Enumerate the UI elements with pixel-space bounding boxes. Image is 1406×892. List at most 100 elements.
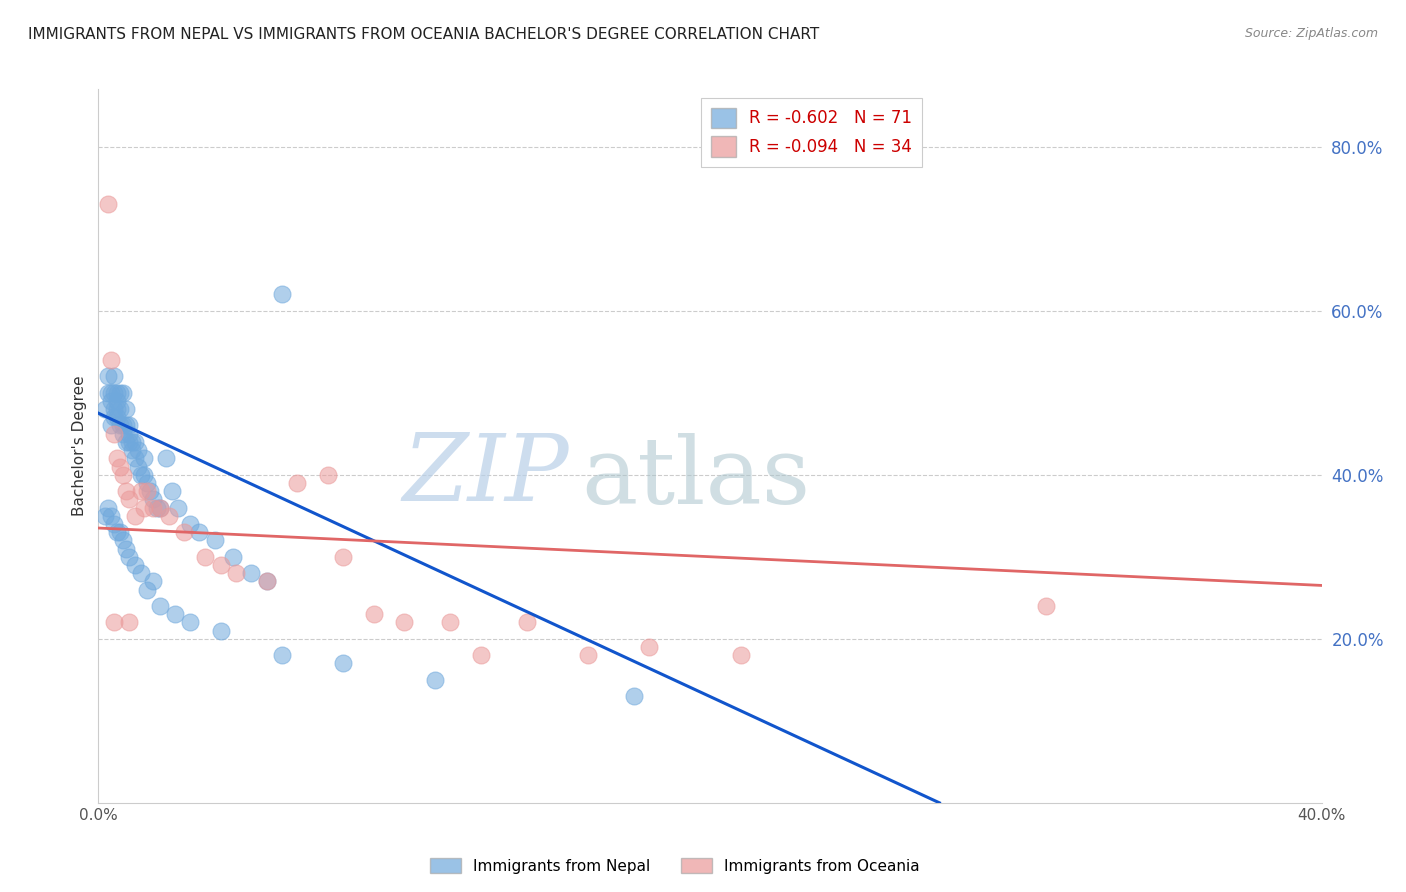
Point [105, 402, 128, 417]
Point [100, 385, 122, 400]
Point [179, 615, 201, 630]
Point [209, 624, 232, 638]
Point [103, 369, 125, 384]
Point [209, 558, 232, 572]
Point [118, 434, 141, 449]
Text: ZIP: ZIP [402, 430, 569, 519]
Point [173, 525, 195, 540]
Point [105, 393, 128, 408]
Point [155, 451, 177, 466]
Point [332, 549, 354, 564]
Point [108, 525, 131, 540]
Point [115, 484, 138, 499]
Point [332, 657, 354, 671]
Legend: Immigrants from Nepal, Immigrants from Oceania: Immigrants from Nepal, Immigrants from O… [425, 852, 925, 880]
Point [124, 558, 146, 572]
Point [194, 549, 217, 564]
Point [163, 607, 186, 622]
Point [1035, 599, 1057, 613]
Point [134, 467, 156, 482]
Point [100, 508, 122, 523]
Point [129, 484, 152, 499]
Point [285, 475, 308, 490]
Point [100, 418, 122, 433]
Y-axis label: Bachelor's Degree: Bachelor's Degree [72, 376, 87, 516]
Point [100, 393, 122, 408]
Point [118, 549, 141, 564]
Point [142, 500, 165, 515]
Point [730, 648, 752, 662]
Point [149, 500, 172, 515]
Point [108, 402, 131, 417]
Point [576, 648, 599, 662]
Point [136, 582, 159, 597]
Point [100, 352, 122, 367]
Point [637, 640, 661, 654]
Point [108, 459, 131, 474]
Point [129, 467, 152, 482]
Point [105, 385, 128, 400]
Point [145, 500, 167, 515]
Point [129, 566, 152, 581]
Point [105, 525, 128, 540]
Point [118, 615, 141, 630]
Point [167, 500, 190, 515]
Point [121, 434, 143, 449]
Point [270, 287, 292, 301]
Point [127, 459, 149, 474]
Point [222, 549, 245, 564]
Point [118, 418, 141, 433]
Point [134, 451, 156, 466]
Point [93, 402, 115, 417]
Point [115, 402, 138, 417]
Point [111, 467, 134, 482]
Point [103, 516, 125, 531]
Point [111, 418, 134, 433]
Point [363, 607, 385, 622]
Point [240, 566, 263, 581]
Point [97, 385, 120, 400]
Point [316, 467, 339, 482]
Point [115, 541, 138, 556]
Point [160, 484, 183, 499]
Point [149, 599, 172, 613]
Point [97, 500, 120, 515]
Point [118, 492, 141, 507]
Point [111, 426, 134, 441]
Point [105, 451, 128, 466]
Point [127, 443, 149, 458]
Point [134, 500, 156, 515]
Point [97, 197, 120, 211]
Point [108, 418, 131, 433]
Text: Source: ZipAtlas.com: Source: ZipAtlas.com [1244, 27, 1378, 40]
Point [423, 673, 446, 687]
Point [108, 385, 131, 400]
Legend: R = -0.602   N = 71, R = -0.094   N = 34: R = -0.602 N = 71, R = -0.094 N = 34 [700, 97, 922, 167]
Point [115, 418, 138, 433]
Point [142, 492, 165, 507]
Point [121, 443, 143, 458]
Point [392, 615, 416, 630]
Point [136, 484, 159, 499]
Text: IMMIGRANTS FROM NEPAL VS IMMIGRANTS FROM OCEANIA BACHELOR'S DEGREE CORRELATION C: IMMIGRANTS FROM NEPAL VS IMMIGRANTS FROM… [28, 27, 820, 42]
Point [103, 426, 125, 441]
Point [124, 451, 146, 466]
Point [270, 648, 292, 662]
Point [157, 508, 180, 523]
Point [623, 689, 645, 703]
Point [103, 410, 125, 425]
Point [256, 574, 278, 589]
Point [103, 402, 125, 417]
Point [103, 385, 125, 400]
Point [124, 508, 146, 523]
Point [93, 508, 115, 523]
Point [179, 516, 201, 531]
Point [188, 525, 211, 540]
Point [103, 615, 125, 630]
Point [204, 533, 226, 548]
Point [256, 574, 278, 589]
Point [142, 574, 165, 589]
Point [516, 615, 538, 630]
Point [225, 566, 247, 581]
Point [124, 434, 146, 449]
